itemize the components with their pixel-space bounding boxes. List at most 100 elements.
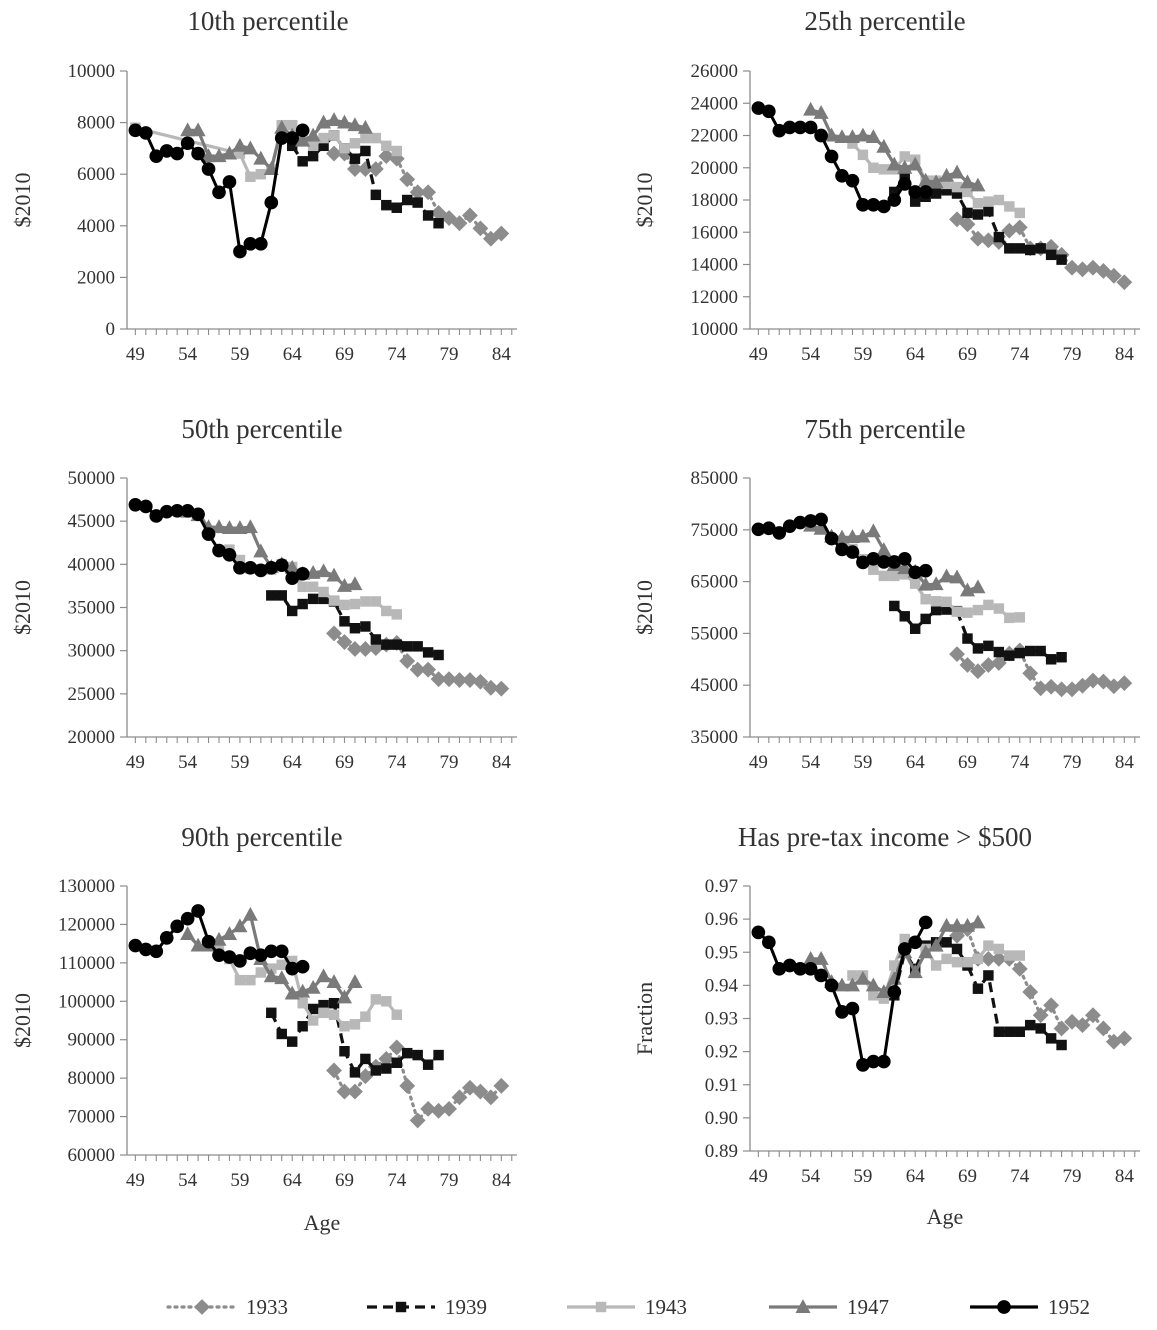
data-point [1035, 645, 1046, 657]
data-point [909, 623, 921, 634]
data-point [318, 1007, 329, 1019]
data-point [1014, 647, 1025, 659]
y-tick-label: 80000 [68, 1068, 116, 1089]
legend: 1933 1939 1943 1947 1952 [166, 1295, 1090, 1319]
x-tick-label: 69 [335, 1170, 354, 1191]
y-tick-label: 90000 [68, 1030, 116, 1051]
data-point [211, 519, 227, 534]
data-point [286, 1036, 298, 1047]
x-tick-label: 79 [440, 1170, 459, 1191]
x-tick-label: 69 [335, 752, 354, 773]
data-point [1004, 243, 1015, 254]
x-tick-label: 49 [126, 1170, 145, 1191]
data-point [918, 944, 934, 959]
data-point [284, 985, 300, 1000]
data-point [305, 565, 321, 579]
data-point [909, 578, 921, 589]
series-1952 [751, 101, 933, 214]
data-point [191, 507, 205, 522]
data-point [180, 122, 196, 137]
data-point [462, 207, 478, 224]
data-point [378, 1051, 395, 1067]
data-point [772, 526, 787, 540]
data-point [328, 997, 340, 1009]
data-point [347, 117, 363, 132]
data-point [962, 186, 973, 198]
data-point [422, 1059, 434, 1070]
series-1952 [751, 915, 933, 1072]
data-point [307, 140, 319, 152]
data-point [318, 140, 329, 152]
series-1943 [224, 544, 402, 620]
legend-item: 1947 [769, 1295, 889, 1319]
data-point [930, 604, 942, 616]
series-1952 [128, 904, 310, 976]
legend-item: 1933 [166, 1295, 288, 1319]
data-point [201, 934, 216, 949]
series-1947 [803, 101, 986, 192]
data-point [285, 571, 300, 585]
data-point [221, 926, 237, 940]
data-point [983, 940, 994, 951]
data-point [391, 1009, 402, 1020]
data-point [295, 132, 311, 147]
data-point [399, 1077, 416, 1094]
data-point [493, 225, 510, 242]
y-tick-label: 8000 [77, 113, 115, 134]
data-point [201, 527, 216, 541]
legend-marker [194, 1299, 210, 1315]
data-point [751, 925, 766, 940]
data-point [876, 138, 892, 153]
data-point [391, 202, 402, 213]
x-tick-label: 74 [1010, 344, 1030, 365]
data-point [939, 917, 955, 932]
y-tick-label: 10000 [68, 61, 116, 82]
y-tick-label: 20000 [68, 727, 116, 748]
x-tick-label: 74 [387, 344, 407, 365]
data-point [412, 197, 423, 208]
data-point [370, 634, 382, 645]
data-point [347, 576, 363, 591]
data-point [793, 515, 808, 530]
data-point [1043, 678, 1060, 695]
legend-marker [997, 1300, 1011, 1314]
legend-item: 1952 [970, 1295, 1090, 1319]
data-point [264, 944, 279, 959]
y-tick-label: 20000 [691, 158, 739, 179]
panel-title: 10th percentile [187, 6, 348, 36]
data-point [951, 188, 963, 199]
data-point [170, 919, 185, 934]
x-tick-label: 49 [749, 1166, 768, 1187]
data-point [412, 641, 423, 652]
legend-item: 1943 [567, 1295, 687, 1319]
data-point [472, 220, 489, 237]
data-point [201, 162, 216, 176]
data-point [1074, 677, 1091, 694]
data-point [318, 132, 329, 144]
data-point [949, 917, 965, 932]
data-point [824, 531, 839, 546]
data-point [782, 519, 797, 533]
data-point [951, 181, 963, 193]
y-tick-label: 45000 [68, 511, 116, 532]
y-tick-label: 75000 [691, 520, 739, 541]
data-point [845, 1001, 860, 1016]
data-point [887, 193, 902, 207]
data-point [180, 136, 195, 151]
data-point [993, 646, 1005, 658]
data-point [887, 985, 902, 999]
y-tick-label: 6000 [77, 164, 115, 185]
data-point [1014, 243, 1025, 254]
y-tick-label: 0.96 [705, 909, 738, 930]
data-point [970, 177, 986, 192]
data-point [128, 123, 143, 138]
data-point [814, 512, 828, 527]
data-point [370, 132, 382, 144]
x-tick-label: 59 [230, 1170, 249, 1191]
data-point [855, 528, 871, 543]
y-tick-label: 2000 [77, 267, 115, 288]
data-point [328, 1009, 340, 1020]
data-point [420, 661, 437, 678]
y-tick-label: 0.92 [705, 1042, 738, 1063]
data-point [286, 119, 298, 131]
